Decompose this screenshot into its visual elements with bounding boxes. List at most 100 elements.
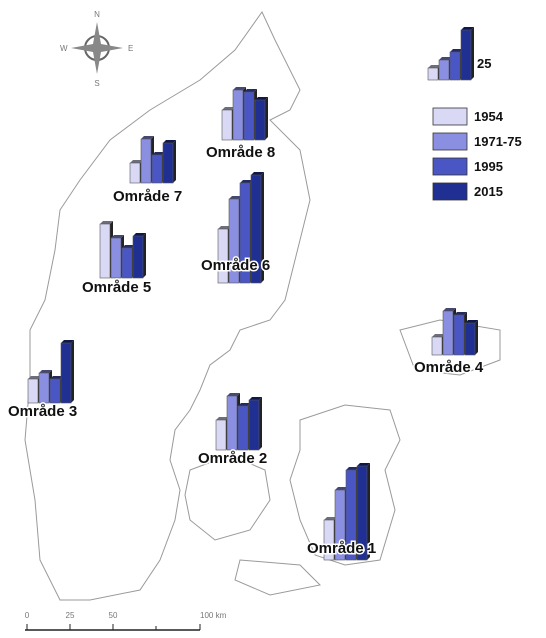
bar — [239, 182, 251, 284]
bar-top — [249, 397, 262, 400]
bar — [438, 59, 450, 81]
bar-top — [229, 196, 242, 199]
region-label: Område 2 — [198, 450, 267, 467]
bar — [460, 29, 472, 81]
bar — [151, 154, 163, 184]
bar — [49, 378, 61, 404]
bar — [110, 237, 122, 279]
legend-swatch — [432, 132, 468, 151]
bar — [237, 405, 249, 451]
bar-top — [335, 487, 348, 490]
bar-top — [130, 160, 143, 163]
bar — [140, 138, 152, 184]
bar-top — [428, 65, 441, 68]
bar — [453, 314, 465, 356]
reference-label: 25 — [477, 56, 491, 71]
bar-top — [50, 376, 63, 379]
bar-top — [244, 89, 257, 92]
bar-side — [265, 97, 268, 140]
bar-top — [238, 403, 251, 406]
legend-label: 1971-75 — [474, 134, 522, 149]
bar-top — [163, 140, 176, 143]
bar-top — [346, 467, 359, 470]
bar — [427, 67, 439, 81]
region-label: Område 6 — [201, 257, 270, 274]
scale-label: 100 km — [200, 611, 227, 620]
bar — [250, 174, 262, 284]
bar-top — [450, 49, 463, 52]
bar — [449, 51, 461, 81]
bar — [38, 372, 50, 404]
bar — [132, 235, 144, 279]
bar — [217, 228, 229, 284]
scale-label: 25 — [66, 611, 75, 620]
bar — [356, 465, 368, 561]
bar-top — [443, 308, 456, 311]
bar — [99, 223, 111, 279]
legend-label: 1995 — [474, 159, 503, 174]
bar-top — [439, 57, 452, 60]
region-label: Område 1 — [307, 540, 376, 557]
bar-top — [122, 245, 135, 248]
legend-label: 2015 — [474, 184, 503, 199]
bar-top — [218, 226, 231, 229]
bar-top — [152, 152, 165, 155]
bar-top — [141, 136, 154, 139]
bar-top — [222, 107, 235, 110]
bar — [221, 109, 233, 141]
region-label: Område 3 — [8, 403, 77, 420]
bar-side — [259, 397, 262, 450]
bar — [27, 378, 39, 404]
bar — [243, 91, 255, 141]
bar — [60, 342, 72, 404]
bar — [121, 247, 133, 279]
bar-top — [61, 340, 74, 343]
region-label: Område 8 — [206, 144, 275, 161]
bar — [215, 419, 227, 451]
region-label: Område 7 — [113, 188, 182, 205]
bar-top — [133, 233, 146, 236]
bar-top — [432, 334, 445, 337]
scale-label: 0 — [25, 611, 30, 620]
bar-top — [111, 235, 124, 238]
bar — [323, 519, 335, 561]
bar-top — [216, 417, 229, 420]
compass-e: E — [128, 44, 133, 53]
bar-side — [143, 233, 146, 278]
bar-top — [255, 97, 268, 100]
bar-side — [261, 172, 264, 283]
compass-s: S — [94, 79, 99, 88]
bar-side — [71, 340, 74, 403]
bar-top — [28, 376, 41, 379]
legend-swatch — [432, 157, 468, 176]
scale-label: 50 — [109, 611, 118, 620]
bar-top — [465, 320, 478, 323]
bar — [226, 395, 238, 451]
bar — [254, 99, 266, 141]
bar — [228, 198, 240, 284]
bar — [464, 322, 476, 356]
bar-top — [324, 517, 337, 520]
bar — [431, 336, 443, 356]
bar-side — [475, 320, 478, 355]
bar-top — [240, 180, 253, 183]
bar-top — [454, 312, 467, 315]
bar — [442, 310, 454, 356]
legend-swatch — [432, 107, 468, 126]
bar — [162, 142, 174, 184]
bar-top — [251, 172, 264, 175]
region-label: Område 4 — [414, 359, 484, 376]
bar — [232, 89, 244, 141]
bar-top — [461, 27, 474, 30]
compass-w: W — [60, 44, 68, 53]
bar-top — [233, 87, 246, 90]
compass-arrows — [71, 22, 123, 74]
bar — [345, 469, 357, 561]
bar-side — [173, 140, 176, 183]
bar-top — [39, 370, 52, 373]
coastline — [24, 11, 501, 601]
bar-top — [227, 393, 240, 396]
bar-side — [471, 27, 474, 80]
bar-side — [367, 463, 370, 560]
